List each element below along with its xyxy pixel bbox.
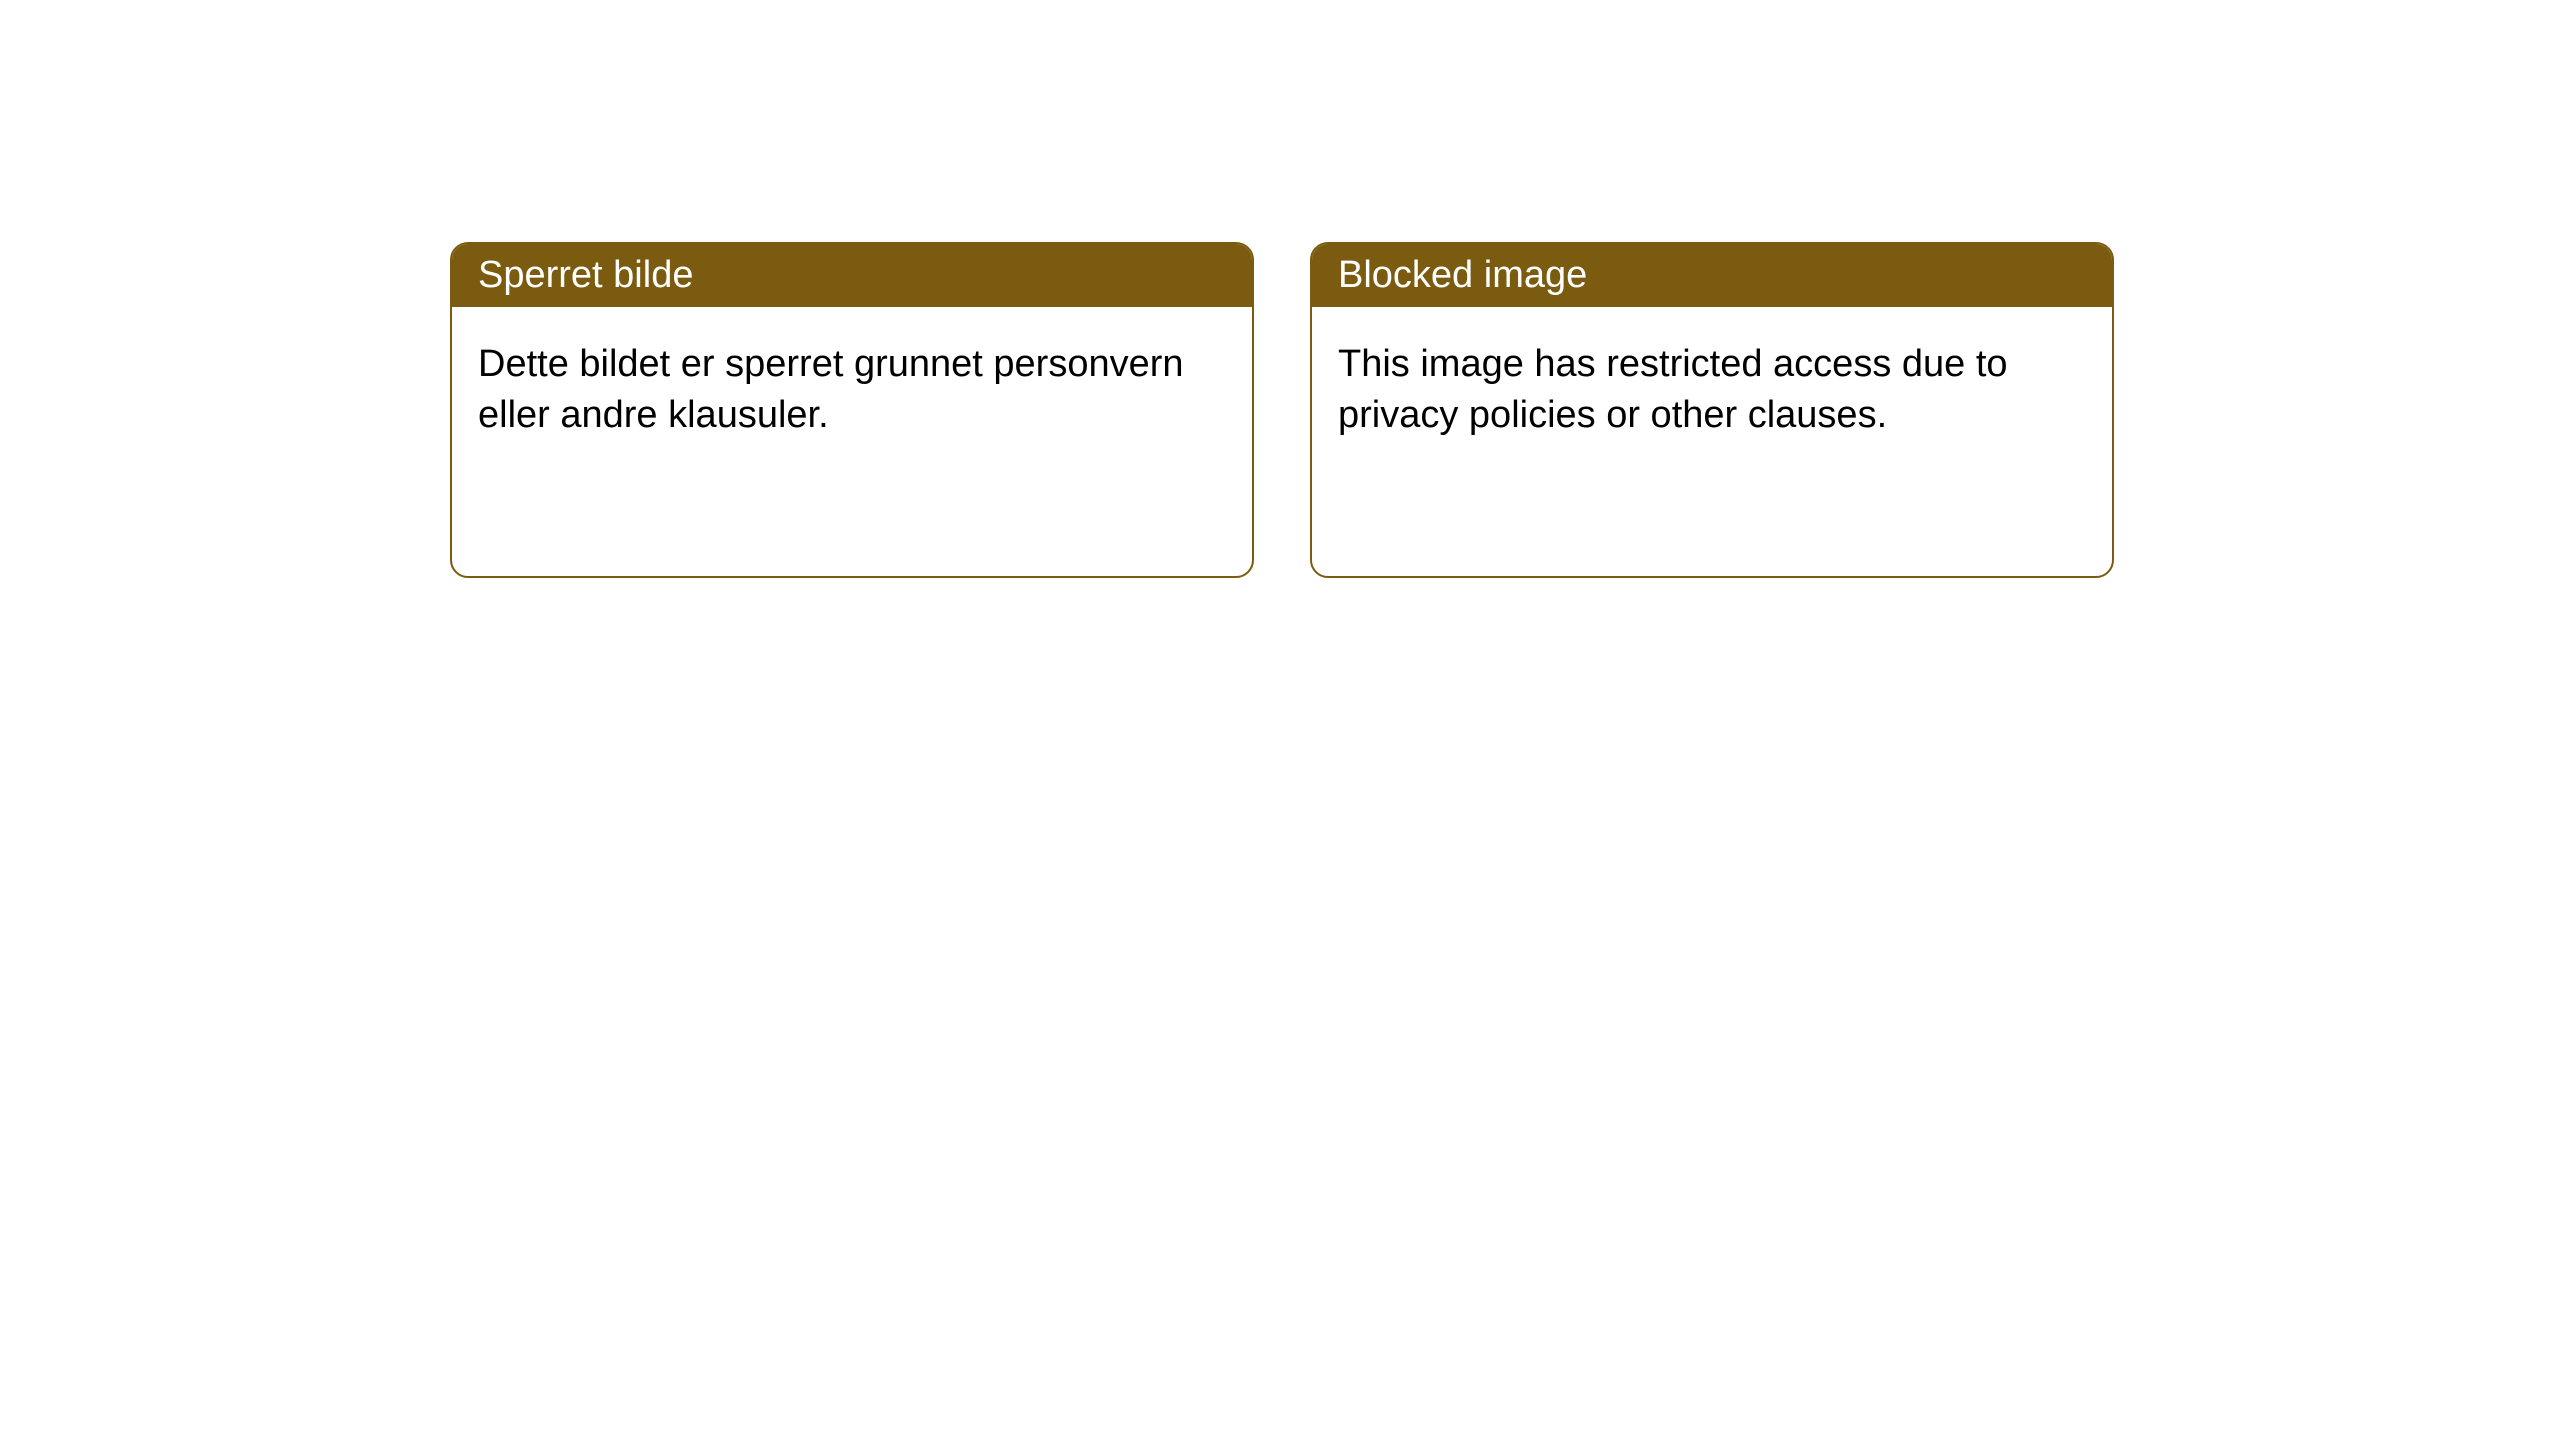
notice-body: This image has restricted access due to …: [1312, 307, 2112, 474]
notice-container: Sperret bilde Dette bildet er sperret gr…: [450, 242, 2114, 578]
notice-body: Dette bildet er sperret grunnet personve…: [452, 307, 1252, 474]
notice-header: Blocked image: [1312, 244, 2112, 307]
notice-card-english: Blocked image This image has restricted …: [1310, 242, 2114, 578]
notice-card-norwegian: Sperret bilde Dette bildet er sperret gr…: [450, 242, 1254, 578]
notice-header: Sperret bilde: [452, 244, 1252, 307]
